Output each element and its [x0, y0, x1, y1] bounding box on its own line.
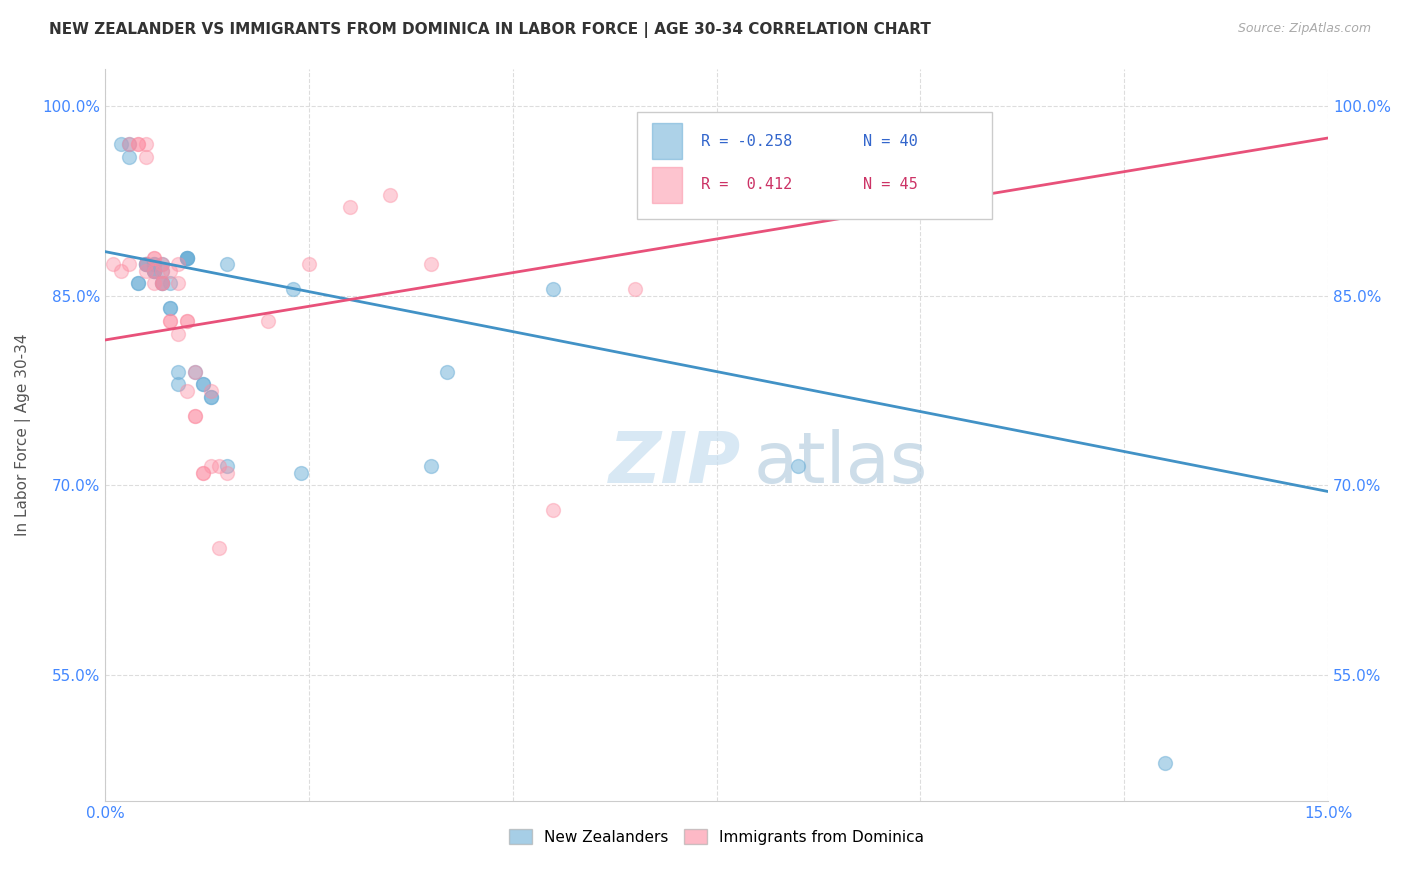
Point — [159, 301, 181, 316]
Point — [183, 365, 205, 379]
Point — [257, 314, 280, 328]
Point — [380, 187, 402, 202]
Point — [150, 276, 173, 290]
FancyBboxPatch shape — [652, 123, 682, 159]
Point — [159, 276, 181, 290]
Point — [191, 377, 214, 392]
Point — [150, 257, 173, 271]
Point — [142, 263, 165, 277]
Point — [543, 283, 565, 297]
Point — [118, 137, 141, 152]
Point — [191, 466, 214, 480]
Point — [1154, 756, 1177, 770]
Point — [142, 263, 165, 277]
Point — [339, 201, 361, 215]
Point — [191, 377, 214, 392]
Point — [183, 409, 205, 423]
Text: ZIP: ZIP — [609, 429, 741, 499]
Point — [217, 459, 239, 474]
Point — [135, 257, 157, 271]
FancyBboxPatch shape — [652, 168, 682, 202]
Point — [150, 276, 173, 290]
Point — [127, 137, 149, 152]
Point — [290, 466, 312, 480]
Point — [150, 263, 173, 277]
Legend: New Zealanders, Immigrants from Dominica: New Zealanders, Immigrants from Dominica — [509, 829, 924, 845]
Point — [176, 251, 198, 265]
Point — [135, 257, 157, 271]
Point — [142, 257, 165, 271]
Point — [118, 257, 141, 271]
Point — [110, 137, 132, 152]
Point — [217, 466, 239, 480]
Point — [127, 137, 149, 152]
Point — [200, 390, 222, 404]
Point — [118, 137, 141, 152]
Point — [118, 150, 141, 164]
Point — [176, 251, 198, 265]
Point — [167, 377, 190, 392]
Point — [176, 314, 198, 328]
Point — [142, 251, 165, 265]
Point — [176, 384, 198, 398]
Point — [110, 263, 132, 277]
Point — [200, 390, 222, 404]
Point — [167, 365, 190, 379]
Point — [159, 263, 181, 277]
Y-axis label: In Labor Force | Age 30-34: In Labor Force | Age 30-34 — [15, 334, 31, 536]
Text: N = 40: N = 40 — [863, 134, 918, 149]
Point — [159, 314, 181, 328]
FancyBboxPatch shape — [637, 112, 991, 219]
Point — [183, 409, 205, 423]
Point — [420, 459, 443, 474]
Point — [787, 459, 810, 474]
Point — [281, 283, 304, 297]
Point — [142, 251, 165, 265]
Point — [183, 365, 205, 379]
Point — [142, 263, 165, 277]
Point — [298, 257, 321, 271]
Point — [543, 503, 565, 517]
Text: Source: ZipAtlas.com: Source: ZipAtlas.com — [1237, 22, 1371, 36]
Point — [127, 276, 149, 290]
Point — [150, 276, 173, 290]
Point — [167, 326, 190, 341]
Point — [150, 276, 173, 290]
Point — [127, 276, 149, 290]
Point — [142, 276, 165, 290]
Point — [191, 466, 214, 480]
Point — [624, 283, 647, 297]
Point — [176, 251, 198, 265]
Point — [217, 257, 239, 271]
Point — [142, 263, 165, 277]
Point — [167, 276, 190, 290]
Point — [200, 384, 222, 398]
Point — [135, 257, 157, 271]
Point — [167, 257, 190, 271]
Point — [208, 541, 231, 556]
Point — [101, 257, 124, 271]
Point — [135, 263, 157, 277]
Point — [176, 314, 198, 328]
Point — [828, 137, 851, 152]
Point — [159, 301, 181, 316]
Text: R =  0.412: R = 0.412 — [700, 178, 792, 193]
Text: NEW ZEALANDER VS IMMIGRANTS FROM DOMINICA IN LABOR FORCE | AGE 30-34 CORRELATION: NEW ZEALANDER VS IMMIGRANTS FROM DOMINIC… — [49, 22, 931, 38]
Point — [436, 365, 458, 379]
Point — [208, 459, 231, 474]
Point — [159, 314, 181, 328]
Point — [176, 251, 198, 265]
Point — [135, 150, 157, 164]
Point — [420, 257, 443, 271]
Point — [150, 263, 173, 277]
Text: R = -0.258: R = -0.258 — [700, 134, 792, 149]
Point — [150, 257, 173, 271]
Text: atlas: atlas — [754, 429, 928, 499]
Text: N = 45: N = 45 — [863, 178, 918, 193]
Point — [142, 257, 165, 271]
Point — [200, 459, 222, 474]
Point — [135, 257, 157, 271]
Point — [135, 137, 157, 152]
